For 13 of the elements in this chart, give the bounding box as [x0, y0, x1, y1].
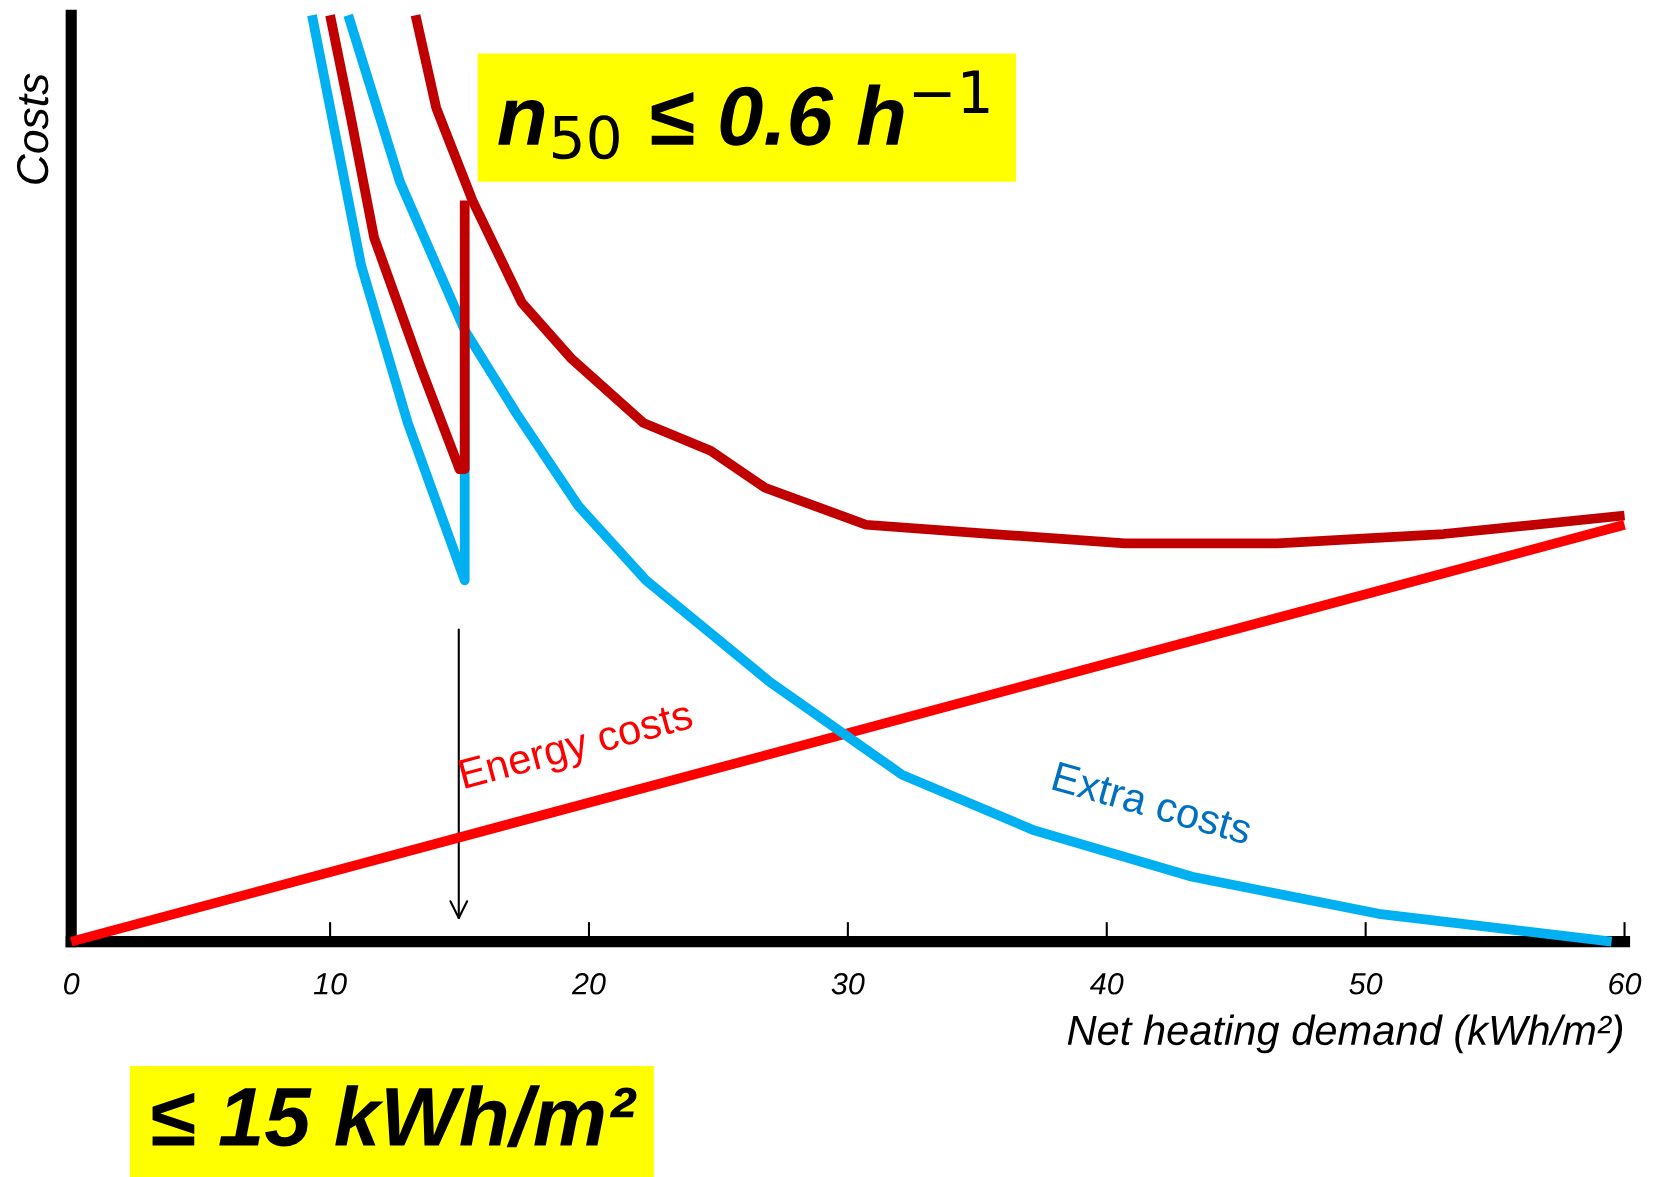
- x-tick-label: 50: [1349, 972, 1383, 995]
- x-tick-label: 60: [1609, 972, 1642, 995]
- text: Extra costs: [1051, 761, 1254, 845]
- x-tick-label: 20: [571, 972, 606, 995]
- y-axis-title: Costs: [16, 73, 49, 184]
- x-tick-label: 40: [1089, 972, 1124, 995]
- x-tick-label: 0: [64, 972, 80, 995]
- annotation: n$_{50}$ ≤ 0.6 h$^{−1}$: [498, 70, 989, 160]
- text: ≤ 15 kWh/m²: [152, 1085, 637, 1148]
- x-tick-label: 30: [831, 972, 865, 995]
- text: Energy costs: [458, 699, 696, 797]
- x-tick-label: 10: [313, 972, 347, 995]
- x-axis-title: Net heating demand (kWh/m²): [1067, 1014, 1623, 1054]
